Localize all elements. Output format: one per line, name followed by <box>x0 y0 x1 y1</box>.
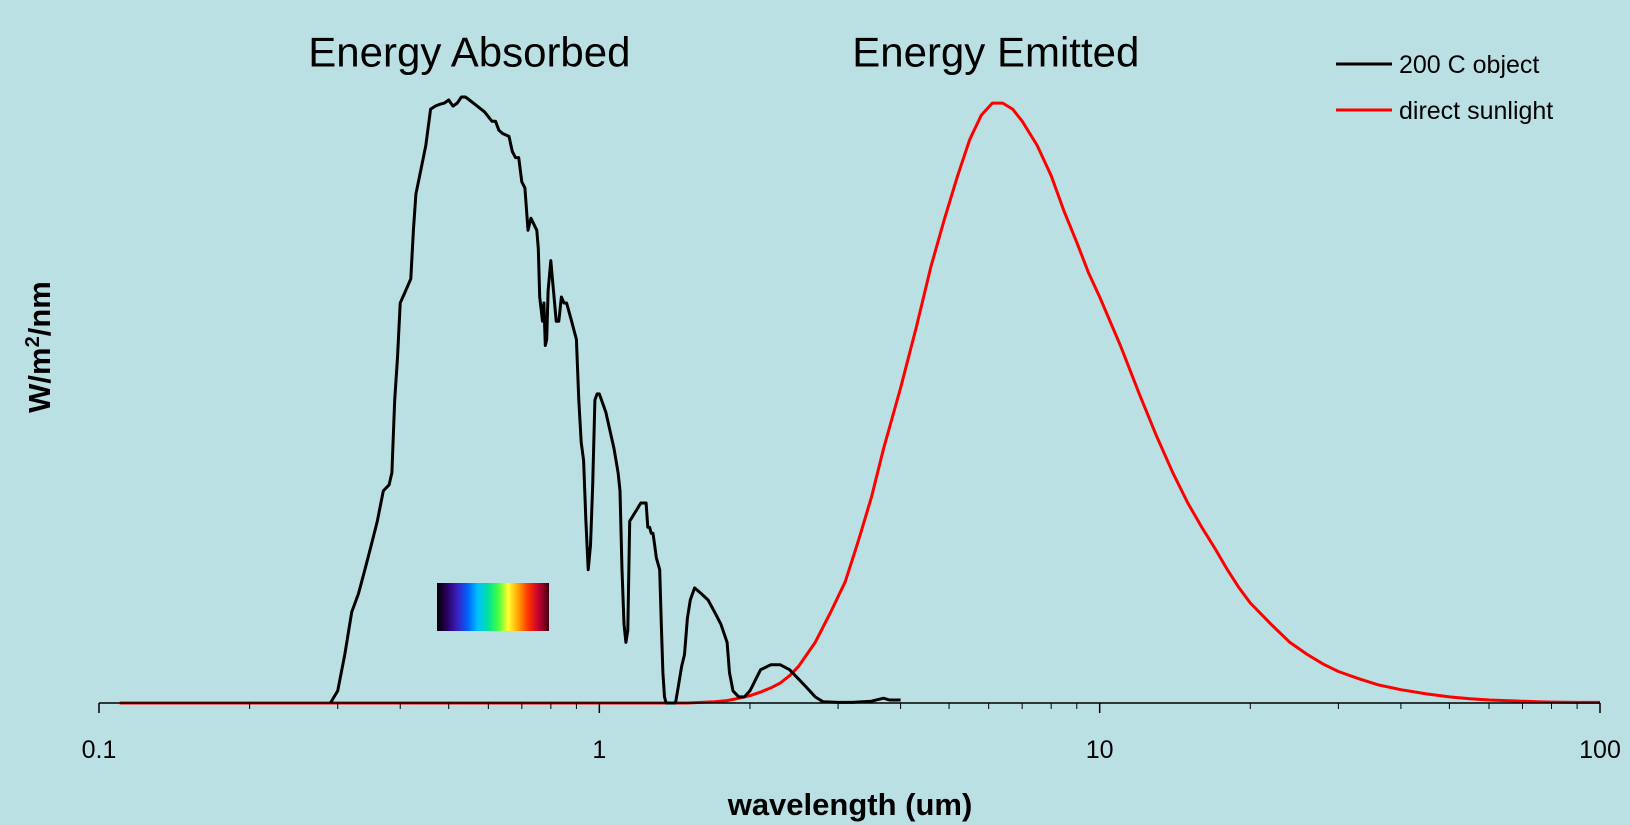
y-axis-title: W/m2/nm <box>22 281 57 413</box>
visible-spectrum-inset <box>437 583 549 631</box>
y-axis-title-tail: /nm <box>22 281 57 336</box>
series-layer <box>119 95 1600 705</box>
legend-label-200c-object: 200 C object <box>1399 51 1539 79</box>
chart-annotations: Energy Absorbed Energy Emitted <box>308 29 1139 76</box>
x-tick-label: 0.1 <box>82 736 117 764</box>
annotation-energy-emitted: Energy Emitted <box>852 29 1139 76</box>
series-line-direct-sunlight <box>119 101 1600 705</box>
y-axis: W/m2/nm <box>22 281 57 413</box>
y-axis-title-base: W/m <box>22 347 57 412</box>
x-tick-label: 10 <box>1086 736 1114 764</box>
x-minor-ticks <box>249 703 1578 709</box>
x-tick-label: 100 <box>1579 736 1621 764</box>
legend-label-direct-sunlight: direct sunlight <box>1399 97 1553 125</box>
annotation-energy-absorbed: Energy Absorbed <box>308 29 630 76</box>
x-major-ticks: 0.1 1 10 100 <box>82 703 1621 764</box>
y-axis-title-superscript: 2 <box>22 336 44 347</box>
x-tick-label: 1 <box>592 736 606 764</box>
legend: 200 C object direct sunlight <box>1336 51 1553 125</box>
x-axis: 0.1 1 10 100 wavelength (um) <box>82 702 1621 822</box>
x-axis-title: wavelength (um) <box>727 787 973 822</box>
series-line-200c-object <box>329 95 901 705</box>
